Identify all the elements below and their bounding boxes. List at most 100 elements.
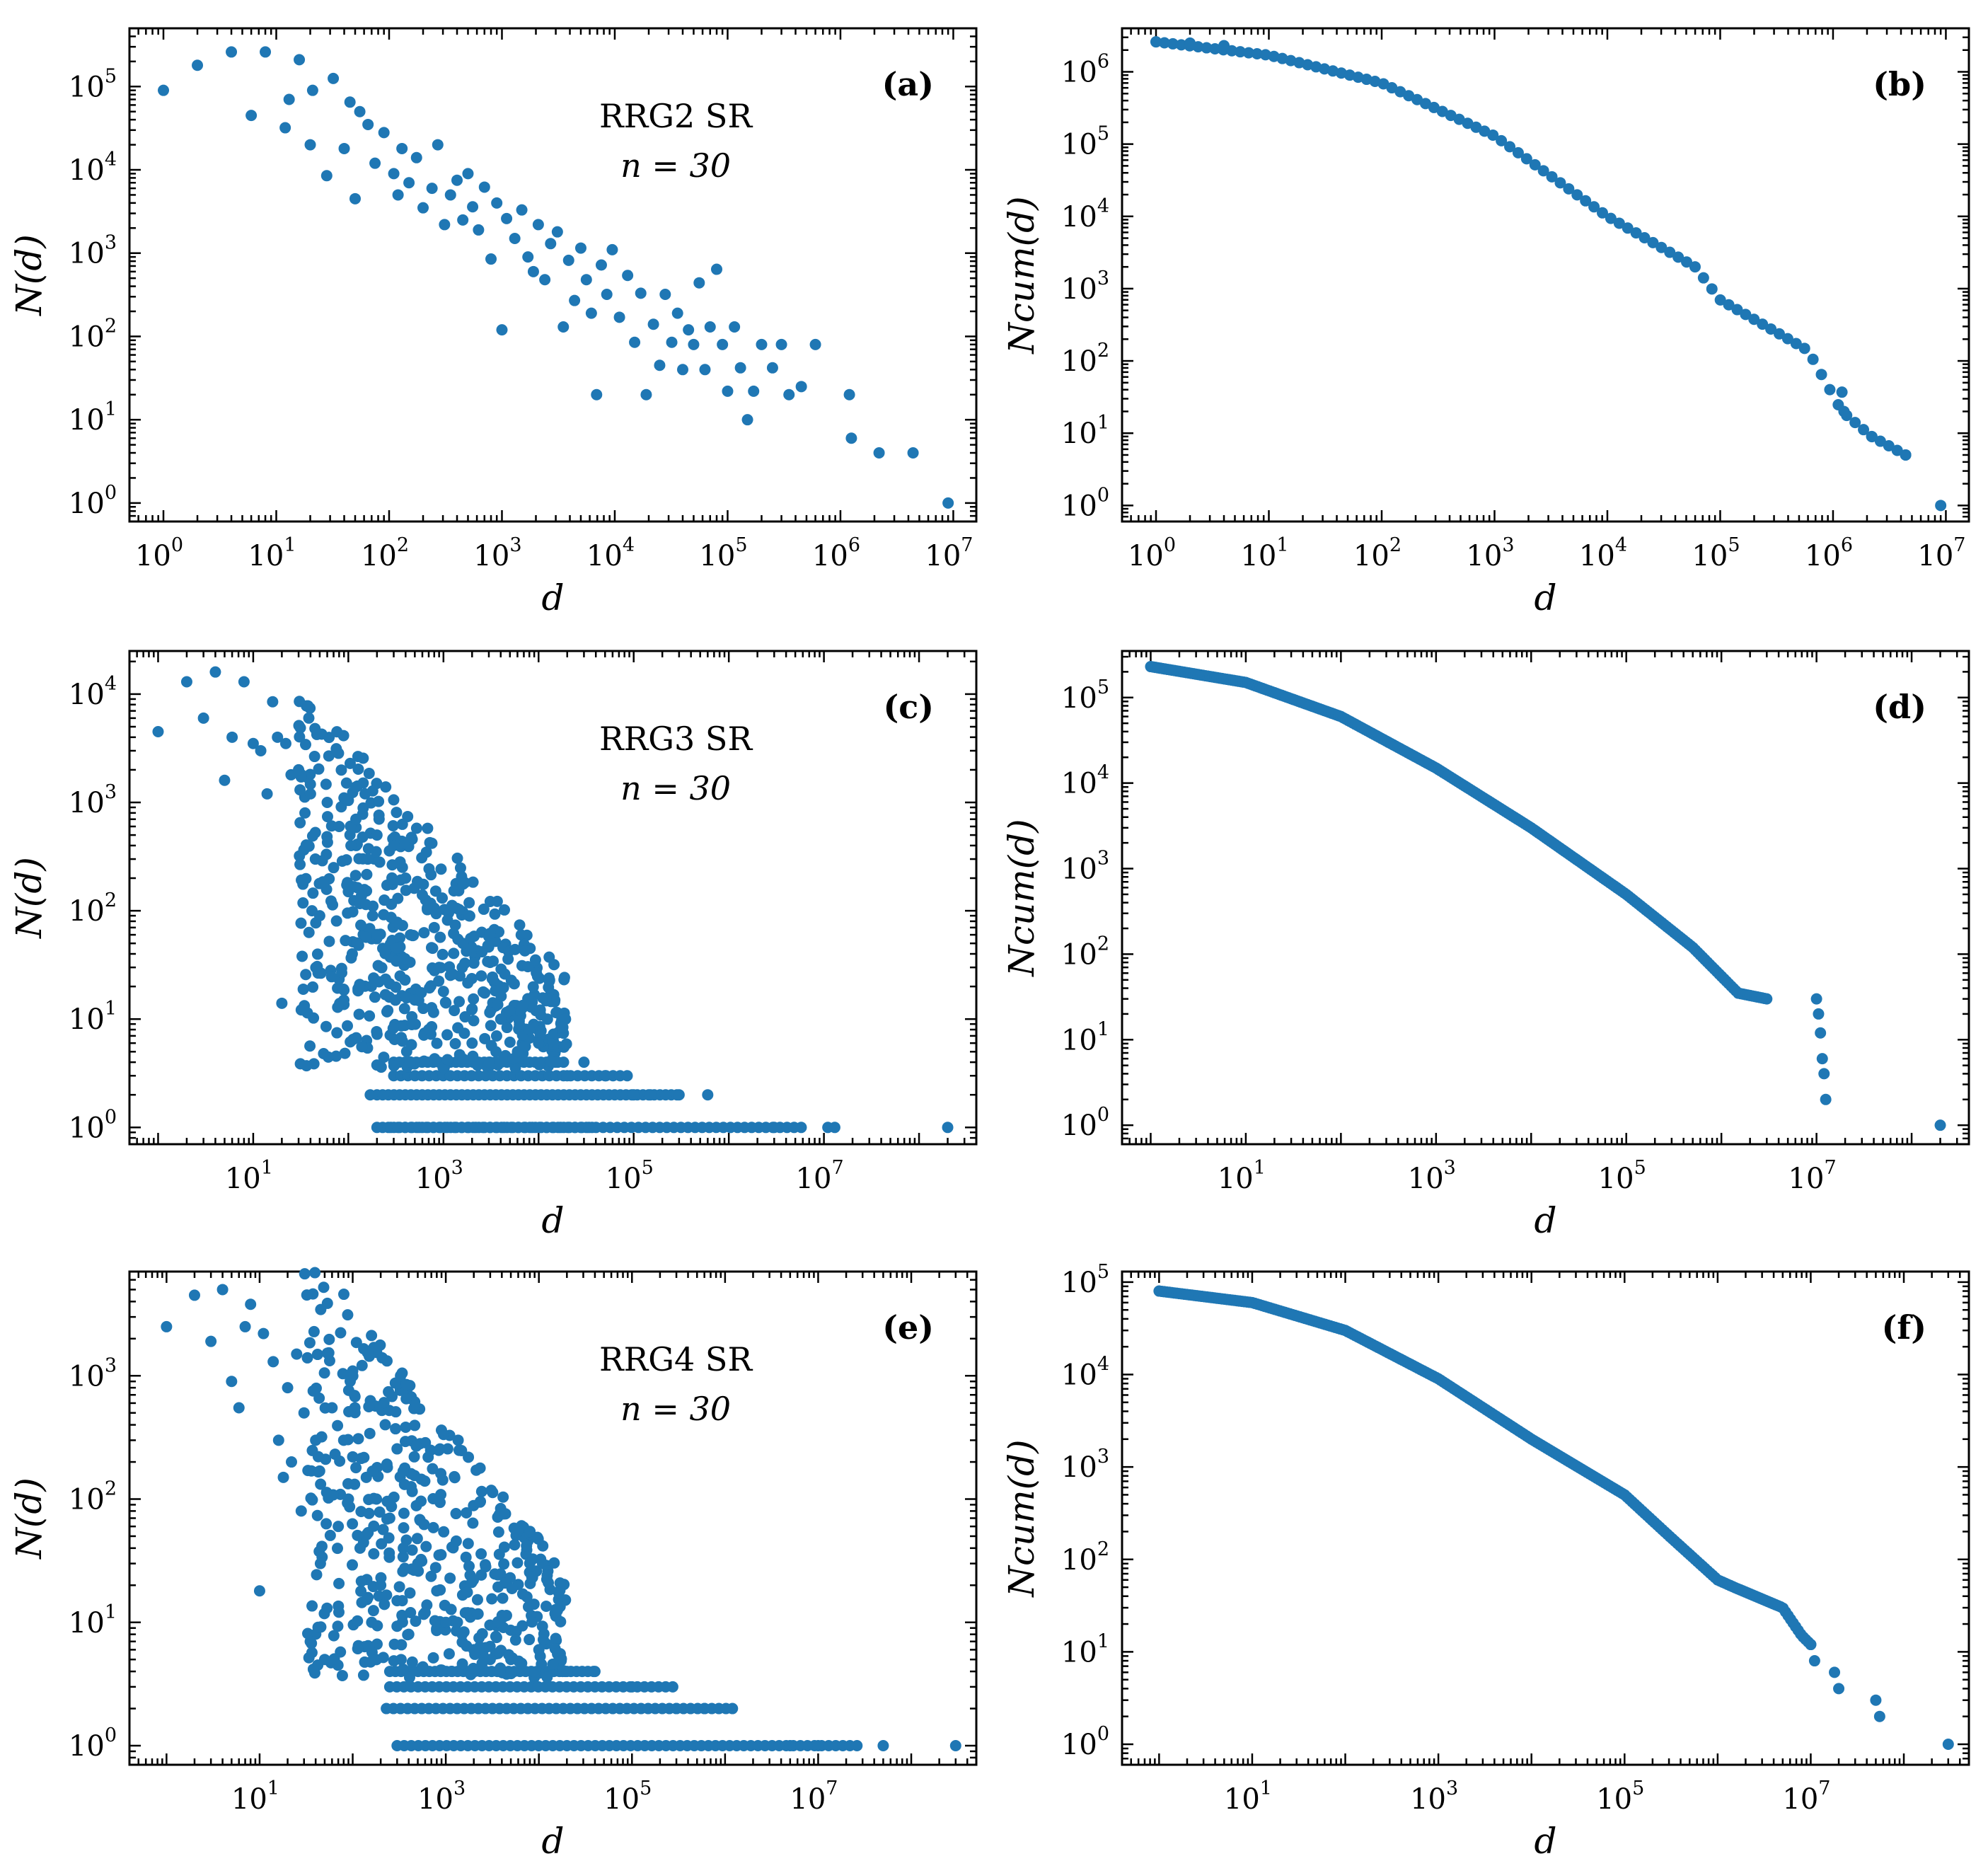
data-point <box>1836 386 1848 398</box>
data-point <box>425 1570 437 1582</box>
data-point <box>324 1529 336 1541</box>
data-point <box>1866 430 1878 442</box>
data-point <box>387 820 399 832</box>
data-point <box>549 1642 561 1654</box>
data-point <box>509 1539 521 1551</box>
data-point <box>294 731 306 743</box>
x-tick-label: 107 <box>925 534 973 572</box>
data-point <box>286 1456 298 1468</box>
y-tick-label: 104 <box>69 673 117 711</box>
data-point <box>561 1666 573 1678</box>
data-point <box>702 1089 714 1101</box>
data-point <box>398 1542 410 1554</box>
data-point <box>468 1662 480 1674</box>
x-tick-label: 104 <box>586 534 635 572</box>
data-point <box>359 788 371 800</box>
data-point <box>390 981 402 993</box>
data-point <box>433 1444 445 1456</box>
x-tick-label: 103 <box>473 534 521 572</box>
y-tick-label: 105 <box>69 65 117 103</box>
data-point <box>447 968 459 980</box>
panel-label: (a) <box>882 65 934 103</box>
data-point <box>516 1588 528 1600</box>
x-tick-label: 107 <box>1788 1157 1837 1195</box>
data-point <box>569 294 581 306</box>
data-point <box>508 1522 520 1534</box>
x-tick-label: 102 <box>361 534 409 572</box>
data-point <box>408 1451 420 1463</box>
data-point <box>441 1029 453 1041</box>
data-point <box>343 1406 355 1418</box>
data-point <box>526 1571 538 1583</box>
data-point <box>152 726 164 738</box>
data-point <box>654 359 666 371</box>
scatter-points <box>152 666 954 1134</box>
data-point <box>1512 146 1524 159</box>
data-point <box>327 1489 339 1501</box>
data-point <box>334 1455 346 1467</box>
data-point <box>775 338 787 350</box>
data-point <box>381 1589 393 1601</box>
data-point <box>459 1011 471 1023</box>
data-point <box>1411 93 1423 105</box>
y-tick-label: 103 <box>1061 1446 1109 1484</box>
data-point <box>399 1562 411 1574</box>
x-tick-label: 105 <box>699 534 747 572</box>
data-point <box>431 1037 443 1049</box>
data-point <box>400 872 412 885</box>
data-point <box>1580 195 1592 207</box>
data-point <box>1681 256 1693 268</box>
data-point <box>1891 444 1903 456</box>
data-point <box>226 1376 238 1388</box>
data-point <box>437 986 449 998</box>
data-point <box>323 1333 335 1345</box>
data-point <box>1740 309 1752 321</box>
x-tick-label: 101 <box>1224 1778 1272 1816</box>
data-point <box>492 1059 504 1071</box>
data-point <box>549 1056 561 1068</box>
data-point <box>1873 1710 1885 1722</box>
data-point <box>591 388 603 401</box>
data-point <box>410 1440 422 1452</box>
data-point <box>688 338 700 350</box>
data-point <box>209 666 221 678</box>
data-point <box>378 909 390 921</box>
data-point <box>320 778 332 790</box>
x-tick-label: 103 <box>415 1157 463 1195</box>
data-point <box>323 750 335 762</box>
data-point <box>333 1577 345 1589</box>
data-point <box>363 1400 375 1412</box>
data-point <box>548 996 560 1008</box>
data-point <box>332 1620 344 1632</box>
data-point <box>489 908 501 920</box>
y-tick-label: 100 <box>69 482 117 520</box>
data-point <box>1605 212 1617 224</box>
data-point <box>555 1615 567 1627</box>
data-point <box>1774 328 1785 340</box>
data-point <box>282 1382 294 1394</box>
data-point <box>727 1702 739 1715</box>
data-point <box>294 54 306 66</box>
data-point <box>537 1634 549 1646</box>
data-point <box>371 1025 383 1037</box>
y-axis-label: Ncum(d) <box>1001 196 1042 354</box>
data-point <box>398 1522 410 1534</box>
data-point <box>371 1654 383 1666</box>
data-point <box>383 1385 395 1398</box>
data-point <box>471 1608 483 1620</box>
data-point <box>673 1089 685 1101</box>
data-point <box>352 1529 364 1541</box>
data-point <box>315 1478 327 1490</box>
data-point <box>480 1561 492 1573</box>
data-point <box>219 774 231 786</box>
x-axis-label: d <box>1534 1200 1556 1241</box>
data-point <box>471 1059 483 1071</box>
data-point <box>495 990 507 1002</box>
data-point <box>403 177 415 189</box>
x-tick-label: 106 <box>1805 534 1853 572</box>
data-point <box>338 792 350 804</box>
x-tick-label: 102 <box>1353 534 1402 572</box>
data-point <box>367 1605 379 1617</box>
data-point <box>509 1634 521 1646</box>
data-point <box>574 242 586 254</box>
